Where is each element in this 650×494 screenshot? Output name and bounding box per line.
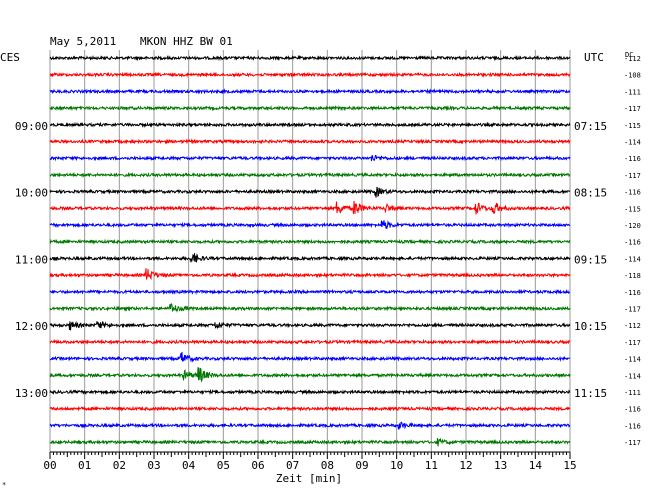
dc-offset-value: -117	[624, 339, 641, 347]
x-tick-label: 15	[563, 459, 576, 472]
x-tick-label: 02	[113, 459, 126, 472]
left-hour-label: 12:00	[15, 320, 48, 333]
trace-line	[49, 367, 571, 383]
dc-offset-value: -117	[624, 306, 641, 314]
trace-group	[49, 54, 571, 447]
trace-line	[49, 238, 571, 245]
trace-line	[49, 71, 571, 78]
dc-offset-value: -115	[624, 122, 641, 130]
dc-offset-value: -108	[624, 72, 641, 80]
dc-offset-value: -116	[624, 155, 641, 163]
dc-offset-value: -114	[624, 139, 641, 147]
x-axis-label: Zeit [min]	[276, 472, 342, 485]
x-tick-label: 00	[43, 459, 56, 472]
trace-line	[49, 268, 571, 281]
left-hour-label: 13:00	[15, 387, 48, 400]
dc-offset-value: -114	[624, 255, 641, 263]
x-axis: 00 01 02 03 04 05 06 07 08 09 10 11 12 13 14 15	[43, 451, 577, 472]
dc-offset-value: -112	[624, 55, 641, 63]
dc-label: DC	[625, 51, 633, 59]
dc-offset-value: -116	[624, 422, 641, 430]
x-tick-label: 12	[459, 459, 472, 472]
right-hour-label: 09:15	[574, 253, 607, 266]
left-timezone-label: CES	[0, 51, 20, 64]
trace-line	[49, 200, 571, 215]
trace-line	[49, 121, 571, 129]
trace-line	[49, 405, 571, 412]
chart-title-station: MKON HHZ BW 01	[140, 35, 233, 48]
left-hour-label: 10:00	[15, 187, 48, 200]
dc-offset-value: -118	[624, 272, 641, 280]
dc-offset-value: -114	[624, 372, 641, 380]
trace-line	[49, 437, 571, 447]
right-timezone-label: UTC	[584, 51, 604, 64]
dc-offset-labels: -112 -108 -111 -117 -115 -114 -116 -117 -116 -115…	[624, 55, 641, 447]
dc-offset-value: -120	[624, 222, 641, 230]
x-tick-label: 01	[78, 459, 91, 472]
x-tick-label: 06	[251, 459, 264, 472]
dc-offset-value: -111	[624, 88, 641, 96]
dc-offset-value: -115	[624, 205, 641, 213]
dc-offset-value: -117	[624, 105, 641, 113]
dc-offset-value: -116	[624, 289, 641, 297]
trace-line	[49, 303, 571, 313]
dc-offset-value: -117	[624, 172, 641, 180]
dc-offset-value: -112	[624, 322, 641, 330]
right-hour-label: 07:15	[574, 120, 607, 133]
trace-line	[49, 288, 571, 295]
x-tick-label: 07	[286, 459, 299, 472]
right-hour-label: 11:15	[574, 387, 607, 400]
trace-line	[49, 220, 571, 230]
x-tick-label: 08	[321, 459, 334, 472]
trace-line	[49, 138, 571, 145]
x-tick-label: 14	[529, 459, 543, 472]
right-hour-label: 08:15	[574, 187, 607, 200]
trace-line	[49, 320, 571, 331]
x-tick-label: 13	[494, 459, 507, 472]
trace-line	[49, 88, 571, 95]
right-hour-labels: 07:15 08:15 09:15 10:15 11:15	[574, 120, 607, 400]
trace-line	[49, 253, 571, 263]
left-hour-label: 11:00	[15, 253, 48, 266]
trace-line	[49, 186, 571, 198]
x-tick-label: 10	[390, 459, 403, 472]
corner-mark: *	[2, 481, 6, 489]
minute-grid	[49, 50, 571, 452]
x-tick-label: 03	[147, 459, 160, 472]
x-tick-label: 11	[425, 459, 438, 472]
dc-offset-value: -116	[624, 239, 641, 247]
trace-line	[49, 171, 571, 179]
trace-line	[49, 388, 571, 396]
x-tick-label: 09	[355, 459, 368, 472]
dc-offset-value: -117	[624, 439, 641, 447]
x-tick-label: 04	[182, 459, 196, 472]
dc-offset-value: -111	[624, 389, 641, 397]
left-hour-label: 09:00	[15, 120, 48, 133]
trace-line	[49, 54, 571, 62]
trace-line	[49, 338, 571, 346]
trace-line	[49, 351, 571, 363]
left-hour-labels: 09:00 10:00 11:00 12:00 13:00	[15, 120, 48, 400]
right-hour-label: 10:15	[574, 320, 607, 333]
dc-offset-value: -116	[624, 406, 641, 414]
trace-line	[49, 104, 571, 112]
trace-line	[49, 154, 571, 162]
x-tick-label: 05	[217, 459, 230, 472]
dc-offset-value: -114	[624, 356, 641, 364]
trace-line	[49, 421, 571, 430]
dc-offset-value: -116	[624, 189, 641, 197]
chart-title-date: May 5,2011	[50, 35, 116, 48]
